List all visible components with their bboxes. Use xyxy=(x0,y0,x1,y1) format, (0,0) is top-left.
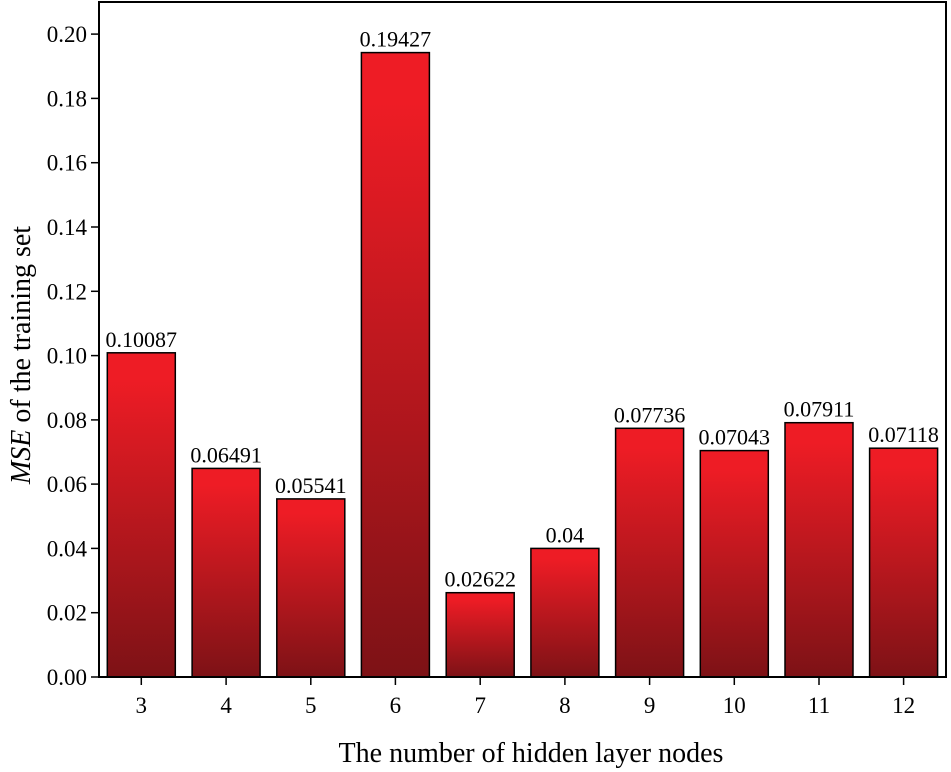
x-tick-label-11: 11 xyxy=(808,693,830,718)
bar-5 xyxy=(276,498,346,678)
x-tick-label-12: 12 xyxy=(892,693,915,718)
data-label-10: 0.07043 xyxy=(699,425,771,450)
bar-3 xyxy=(106,352,177,678)
y-tick-label: 0.14 xyxy=(47,215,88,240)
y-tick-label: 0.08 xyxy=(47,408,87,433)
y-tick-label: 0.10 xyxy=(47,344,87,369)
x-tick-label-4: 4 xyxy=(220,693,232,718)
data-labels-layer: 0.10087 0.06491 0.05541 0.19427 0.02622 0.04 0… xyxy=(106,27,939,592)
y-tick-label: 0.16 xyxy=(47,151,87,176)
x-tick-label-10: 10 xyxy=(723,693,746,718)
data-label-6: 0.19427 xyxy=(360,27,432,52)
y-tick-label: 0.20 xyxy=(47,22,87,47)
y-axis-title-italic: MSE xyxy=(6,430,37,485)
data-label-11: 0.07911 xyxy=(784,397,855,422)
y-tick-label: 0.02 xyxy=(47,601,87,626)
y-axis-title-rest: of the training set xyxy=(6,226,37,430)
data-label-5: 0.05541 xyxy=(275,473,347,498)
bar-11 xyxy=(784,421,854,678)
bar-7 xyxy=(445,591,515,678)
data-label-4: 0.06491 xyxy=(190,442,262,467)
bar-9 xyxy=(614,427,685,678)
bar-4 xyxy=(191,467,261,678)
x-tick-label-8: 8 xyxy=(559,693,571,718)
x-tick-label-5: 5 xyxy=(305,693,317,718)
bars-layer xyxy=(106,51,939,678)
y-tick-label: 0.18 xyxy=(47,86,87,111)
data-label-3: 0.10087 xyxy=(106,327,178,352)
x-tick-label-7: 7 xyxy=(474,693,486,718)
data-label-12: 0.07118 xyxy=(868,422,939,447)
bar-8 xyxy=(530,547,600,678)
x-tick-label-3: 3 xyxy=(136,693,148,718)
y-tick-label: 0.04 xyxy=(47,536,88,561)
bar-6 xyxy=(360,51,431,678)
x-tick-label-9: 9 xyxy=(644,693,656,718)
y-axis-title: MSE of the training set xyxy=(6,226,37,485)
y-tick-label: 0.06 xyxy=(47,472,87,497)
y-tick-label: 0.00 xyxy=(47,665,87,690)
plot-frame xyxy=(98,1,947,678)
data-label-8: 0.04 xyxy=(546,522,585,547)
bar-10 xyxy=(699,449,770,678)
bar-12 xyxy=(868,447,939,678)
x-tick-label-6: 6 xyxy=(390,693,402,718)
data-label-7: 0.02622 xyxy=(444,567,516,592)
data-label-9: 0.07736 xyxy=(614,402,686,427)
y-tick-label: 0.12 xyxy=(47,279,87,304)
axes-layer: 3 4 5 6 7 8 9 10 11 12 0.00 0.02 0.04 0.06 0.08 0.10 0.1… xyxy=(47,1,947,718)
x-axis-title: The number of hidden layer nodes xyxy=(339,738,724,769)
